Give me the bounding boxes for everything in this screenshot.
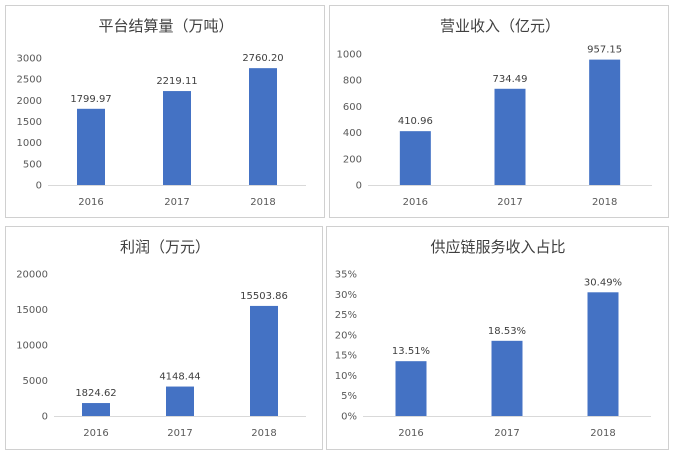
x-tick-label: 2016 bbox=[83, 428, 108, 439]
chart-svg: 利润（万元） 0 5000 10000 15000 20000 1824.62 2016 41… bbox=[16, 238, 306, 439]
chart-svg: 平台结算量（万吨） 0 500 1000 1500 2000 2500 3000 1799.9… bbox=[17, 17, 306, 208]
data-label: 1824.62 bbox=[75, 388, 116, 399]
y-tick-label: 20% bbox=[335, 330, 357, 341]
y-tick-label: 500 bbox=[23, 159, 42, 170]
y-tick-label: 0% bbox=[341, 412, 357, 423]
data-label: 18.53% bbox=[488, 326, 526, 337]
x-tick-label: 2017 bbox=[494, 428, 519, 439]
x-tick-label: 2016 bbox=[398, 428, 423, 439]
x-tick-label: 2016 bbox=[403, 197, 428, 208]
x-tick-label: 2018 bbox=[592, 197, 617, 208]
y-tick-label: 2000 bbox=[17, 96, 42, 107]
y-tick-label: 1000 bbox=[337, 50, 362, 61]
x-tick-label: 2017 bbox=[167, 428, 192, 439]
data-label: 4148.44 bbox=[159, 372, 200, 383]
bar bbox=[166, 386, 194, 416]
chart-title: 营业收入（亿元） bbox=[440, 17, 560, 35]
chart-svg: 供应链服务收入占比 0% 5% 10% 15% 20% 25% 30% 35% 13.51% 20… bbox=[335, 238, 651, 439]
y-tick-label: 25% bbox=[335, 310, 357, 321]
y-tick-label: 800 bbox=[343, 76, 362, 87]
y-tick-label: 0 bbox=[36, 181, 42, 192]
y-tick-label: 5000 bbox=[23, 376, 48, 387]
chart-panel-settlement: 平台结算量（万吨） 0 500 1000 1500 2000 2500 3000 1799.9… bbox=[5, 5, 325, 218]
chart-panel-revenue: 营业收入（亿元） 0 200 400 600 800 1000 410.96 2016 734.… bbox=[329, 5, 669, 218]
bar bbox=[82, 403, 110, 416]
bar bbox=[587, 292, 619, 416]
chart-panel-profit: 利润（万元） 0 5000 10000 15000 20000 1824.62 2016 41… bbox=[5, 226, 323, 450]
bar bbox=[399, 131, 431, 185]
chart-svg: 营业收入（亿元） 0 200 400 600 800 1000 410.96 2016 734.… bbox=[337, 17, 652, 208]
y-tick-label: 15% bbox=[335, 351, 357, 362]
x-tick-label: 2017 bbox=[164, 197, 189, 208]
y-tick-label: 30% bbox=[335, 290, 357, 301]
chart-title: 利润（万元） bbox=[120, 238, 210, 256]
bar bbox=[395, 361, 427, 416]
y-tick-label: 3000 bbox=[17, 54, 42, 65]
y-tick-label: 0 bbox=[42, 412, 48, 423]
y-tick-label: 20000 bbox=[16, 270, 48, 281]
y-tick-label: 10% bbox=[335, 371, 357, 382]
bar bbox=[491, 340, 523, 416]
bar bbox=[77, 108, 105, 185]
bar bbox=[250, 305, 278, 416]
y-tick-label: 1500 bbox=[17, 117, 42, 128]
data-label: 734.49 bbox=[493, 74, 528, 85]
x-tick-label: 2018 bbox=[590, 428, 615, 439]
data-label: 2219.11 bbox=[156, 76, 197, 87]
bar bbox=[163, 91, 191, 185]
y-tick-label: 1000 bbox=[17, 138, 42, 149]
x-tick-label: 2018 bbox=[251, 428, 276, 439]
data-label: 30.49% bbox=[584, 277, 622, 288]
data-label: 1799.97 bbox=[70, 94, 111, 105]
chart-panel-supply-chain-share: 供应链服务收入占比 0% 5% 10% 15% 20% 25% 30% 35% 13.51% 20… bbox=[326, 226, 669, 450]
data-label: 957.15 bbox=[587, 45, 622, 56]
bar bbox=[494, 88, 526, 185]
data-label: 410.96 bbox=[398, 116, 433, 127]
y-tick-label: 5% bbox=[341, 391, 357, 402]
x-tick-label: 2017 bbox=[497, 197, 522, 208]
y-tick-label: 600 bbox=[343, 102, 362, 113]
bar bbox=[589, 59, 621, 185]
x-tick-label: 2018 bbox=[250, 197, 275, 208]
data-label: 2760.20 bbox=[242, 53, 283, 64]
y-tick-label: 15000 bbox=[16, 305, 48, 316]
chart-title: 平台结算量（万吨） bbox=[98, 17, 233, 35]
x-tick-label: 2016 bbox=[78, 197, 103, 208]
data-label: 15503.86 bbox=[240, 291, 288, 302]
y-tick-label: 400 bbox=[343, 128, 362, 139]
y-tick-label: 0 bbox=[356, 181, 362, 192]
data-label: 13.51% bbox=[392, 346, 430, 357]
y-tick-label: 200 bbox=[343, 154, 362, 165]
y-tick-label: 10000 bbox=[16, 341, 48, 352]
y-tick-label: 2500 bbox=[17, 75, 42, 86]
bar bbox=[249, 68, 277, 185]
chart-title: 供应链服务收入占比 bbox=[430, 238, 565, 256]
y-tick-label: 35% bbox=[335, 270, 357, 281]
